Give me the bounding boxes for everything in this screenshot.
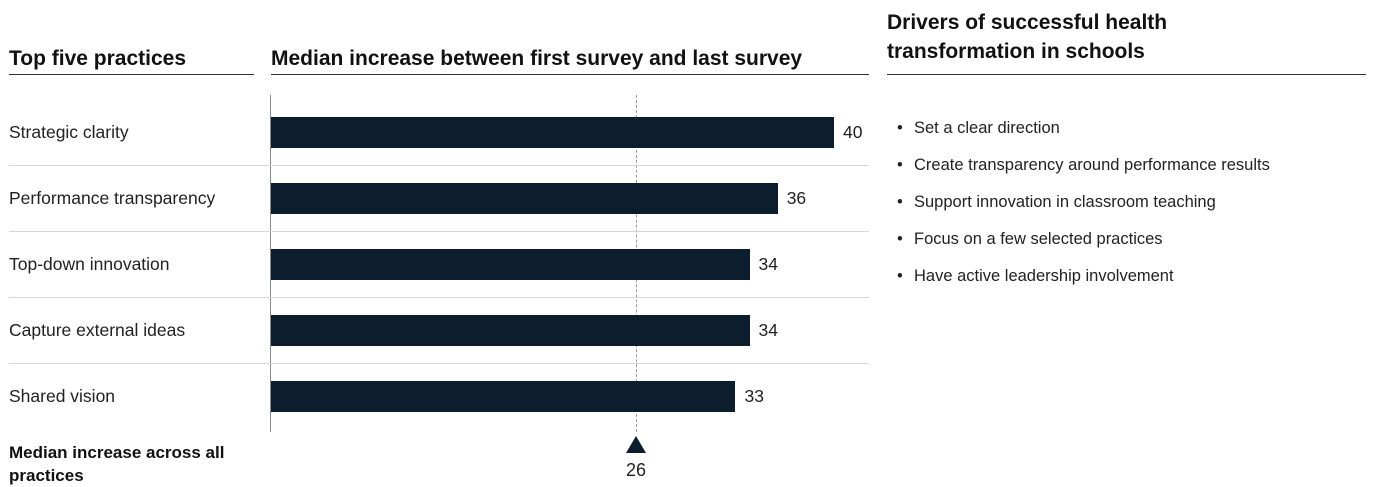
- practices-header: Top five practices: [9, 47, 187, 70]
- drivers-list: • Set a clear direction • Create transparen…: [897, 117, 1270, 302]
- practices-header-rule: [9, 74, 254, 75]
- median-increase-header: Median increase between first survey and…: [271, 47, 803, 70]
- driver-text: Have active leadership involvement: [914, 267, 1174, 285]
- driver-item: • Set a clear direction: [897, 117, 1270, 154]
- driver-text: Set a clear direction: [914, 119, 1060, 137]
- driver-item: • Create transparency around performance …: [897, 154, 1270, 191]
- bullet-icon: •: [897, 156, 903, 174]
- category-label: Top-down innovation: [9, 254, 170, 274]
- bullet-icon: •: [897, 230, 903, 248]
- category-label: Strategic clarity: [9, 122, 129, 142]
- row-separator: [9, 297, 869, 298]
- bar: [271, 249, 750, 280]
- bullet-icon: •: [897, 193, 903, 211]
- driver-item: • Focus on a few selected practices: [897, 228, 1270, 265]
- category-label: Capture external ideas: [9, 320, 186, 340]
- bar: [271, 315, 750, 346]
- driver-item: • Support innovation in classroom teachin…: [897, 191, 1270, 228]
- category-label: Shared vision: [9, 386, 116, 406]
- drivers-header: Drivers of successful health transformat…: [887, 11, 1168, 63]
- bar-value-label: 36: [786, 188, 807, 208]
- bar-value-label: 40: [843, 122, 863, 142]
- median-header-rule: [271, 74, 869, 75]
- row-separator: [9, 165, 869, 166]
- driver-text: Create transparency around performance r…: [914, 156, 1270, 174]
- bar-value-label: 33: [744, 386, 764, 406]
- bar: [271, 117, 834, 148]
- bullet-icon: •: [897, 119, 903, 137]
- drivers-header-rule: [887, 74, 1366, 75]
- bar-value-label: 34: [758, 320, 779, 340]
- bar: [271, 183, 778, 214]
- median-marker-icon: [626, 436, 646, 453]
- row-separator: [9, 363, 869, 364]
- category-label: Performance transparency: [9, 188, 216, 208]
- driver-item: • Have active leadership involvement: [897, 265, 1270, 302]
- y-axis-line: [270, 95, 271, 432]
- driver-text: Support innovation in classroom teaching: [914, 193, 1216, 211]
- bar: [271, 381, 736, 412]
- bar-value-label: 34: [758, 254, 779, 274]
- row-separator: [9, 231, 869, 232]
- median-reference-value: 26: [625, 460, 647, 480]
- driver-text: Focus on a few selected practices: [914, 230, 1163, 248]
- median-reference-label: Median increase across all practices: [9, 443, 225, 485]
- bullet-icon: •: [897, 267, 903, 285]
